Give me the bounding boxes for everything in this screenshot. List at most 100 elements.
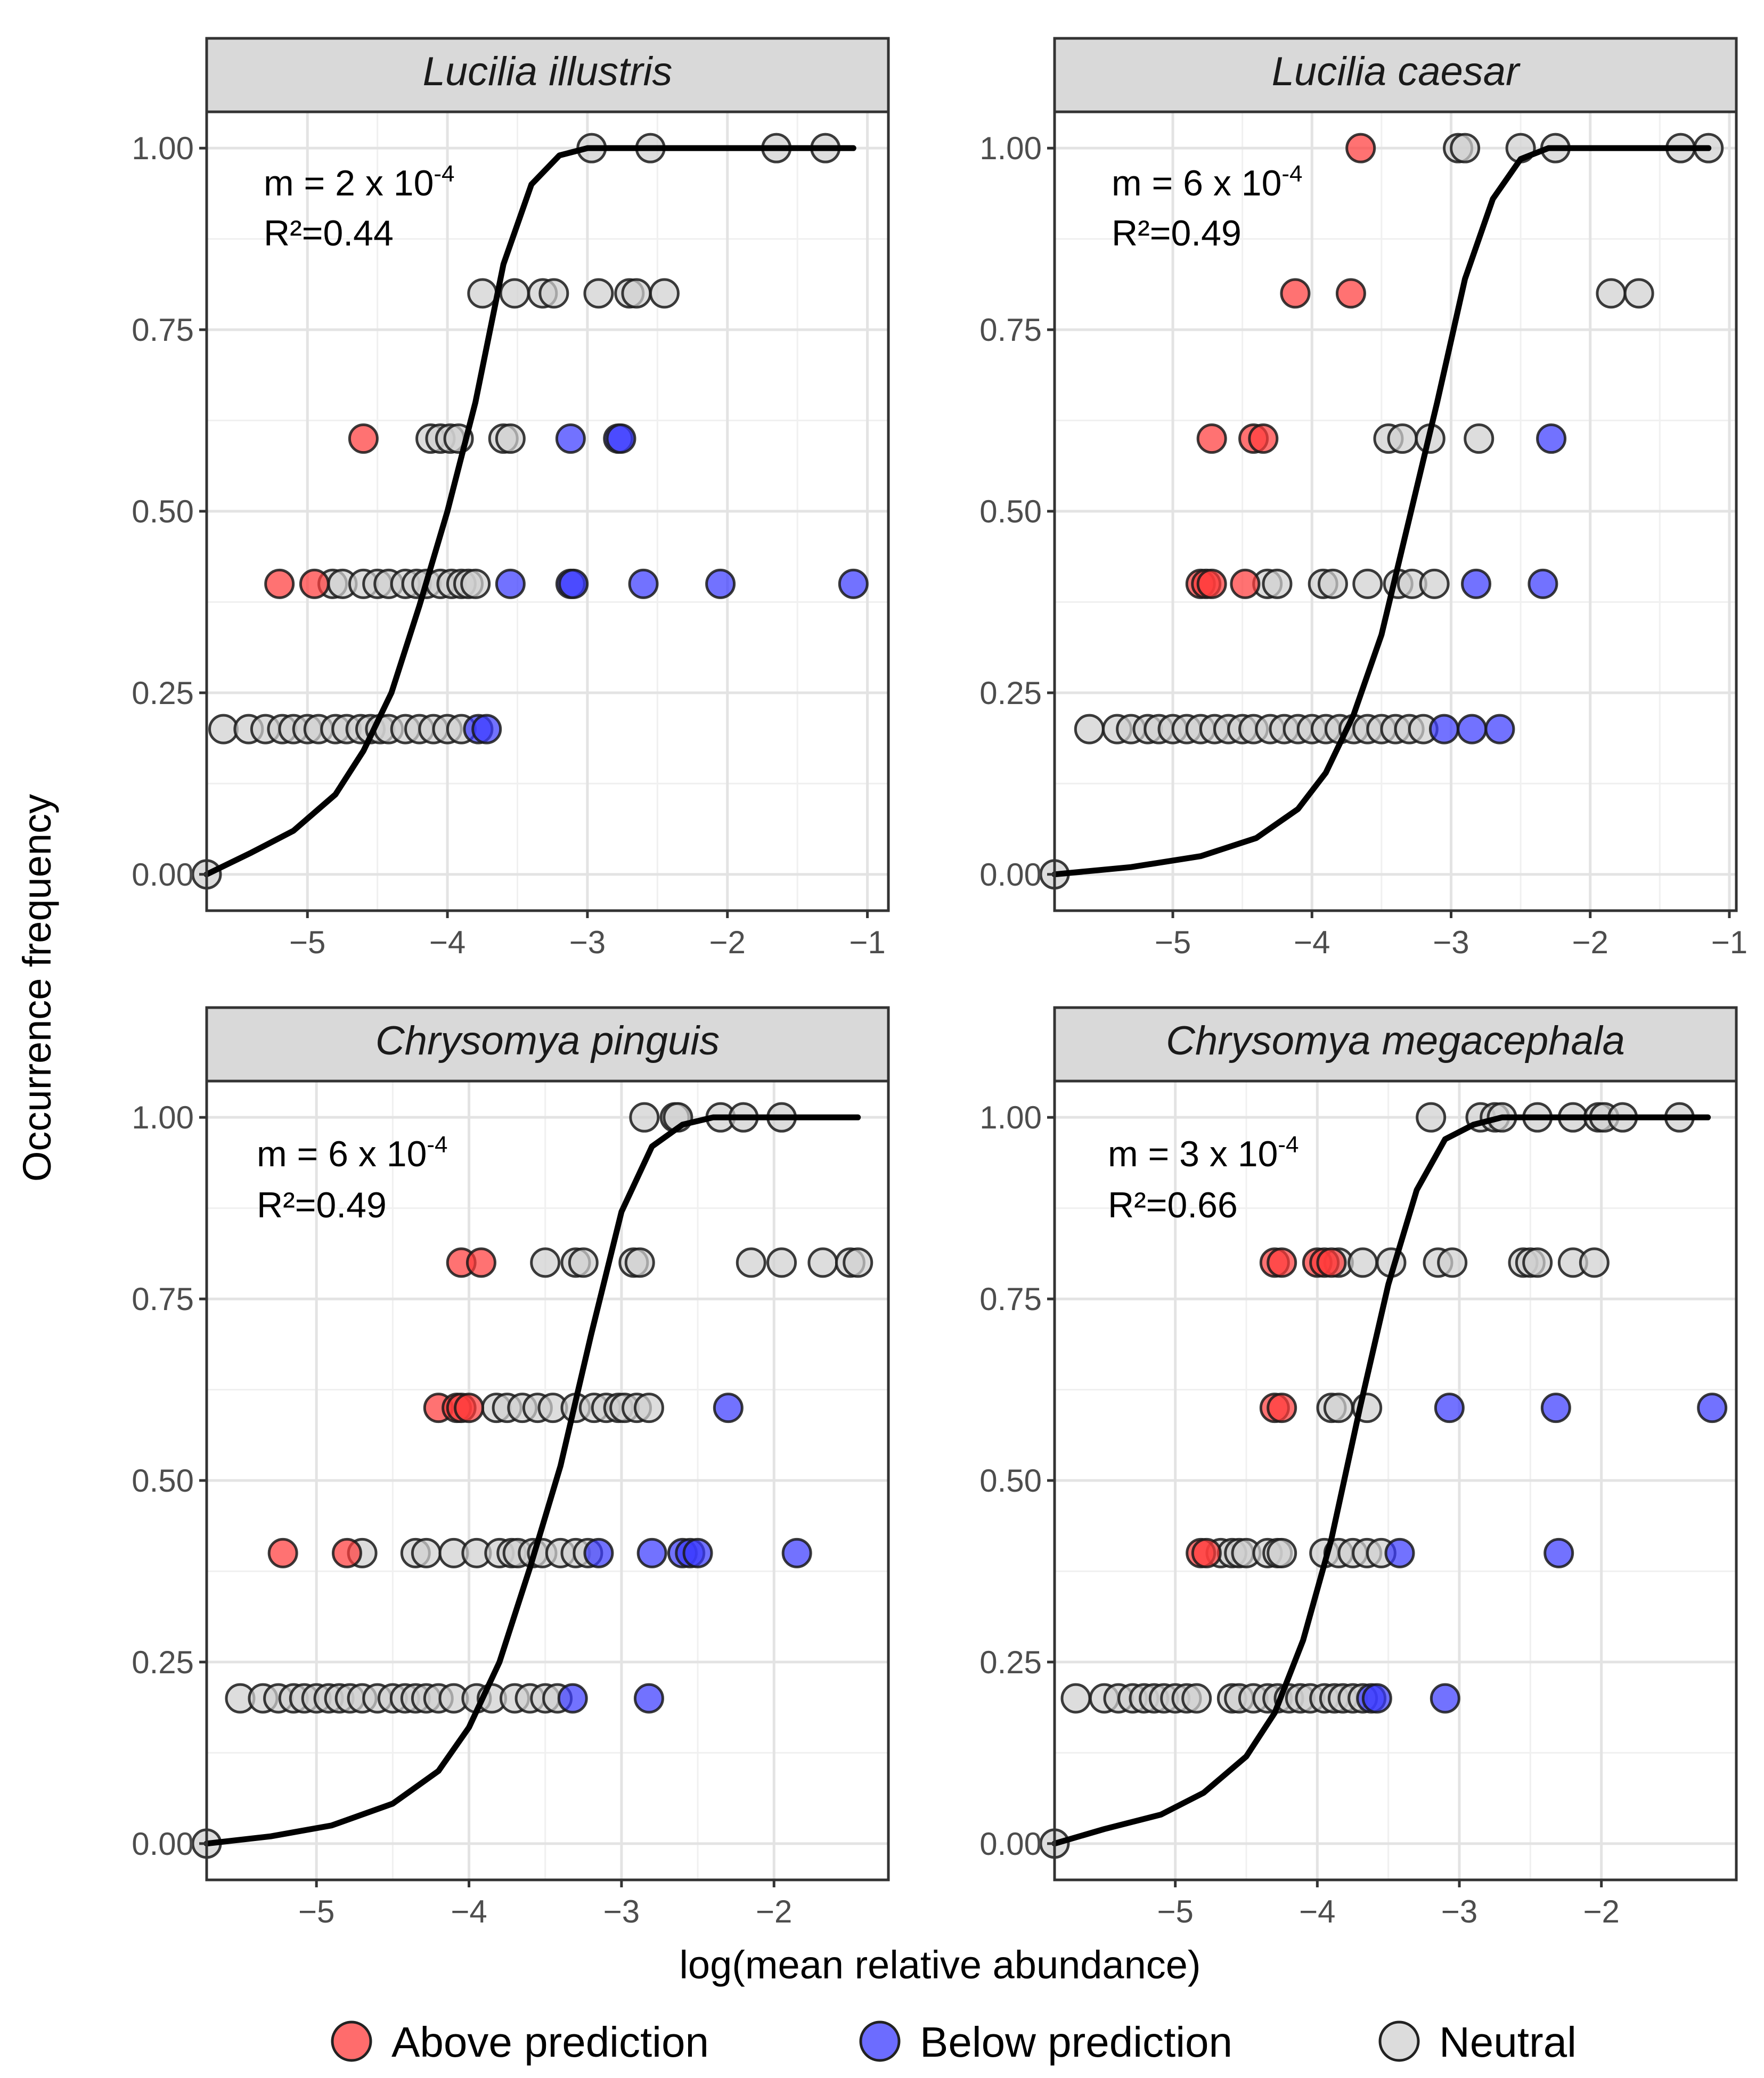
fitted-curve	[1051, 145, 1712, 878]
point-neutral	[633, 1393, 664, 1423]
point-above	[1196, 568, 1227, 599]
point-neutral	[621, 278, 652, 309]
point-neutral	[583, 278, 614, 309]
point-neutral	[1464, 423, 1494, 454]
annotation-r2: R²=0.49	[257, 1185, 387, 1225]
point-above	[1248, 423, 1279, 454]
x-tick-label: −5	[1157, 1894, 1193, 1929]
point-below	[495, 568, 526, 599]
x-tick-label: −4	[1294, 925, 1330, 960]
y-tick-label: 0.25	[132, 675, 194, 711]
point-neutral	[1596, 278, 1627, 309]
x-tick-label: −1	[849, 925, 885, 960]
point-above	[466, 1247, 496, 1278]
point-neutral	[568, 1247, 599, 1278]
point-neutral	[1267, 1537, 1297, 1568]
annotation-m: m = 6 x 10-4	[1112, 161, 1303, 203]
annotation-m-exponent: -4	[1278, 1132, 1298, 1158]
annotation-m-exponent: -4	[427, 1132, 447, 1158]
y-tick-label: 0.25	[979, 675, 1042, 711]
point-below	[557, 1683, 588, 1714]
legend-key-neutral	[1378, 2020, 1420, 2062]
point-below	[1430, 1683, 1460, 1714]
legend-key-above	[331, 2020, 372, 2062]
fitted-curve	[203, 1114, 861, 1847]
y-tick-label: 0.75	[979, 1281, 1042, 1317]
x-tick-label: −5	[298, 1894, 334, 1929]
y-tick-label: 0.25	[979, 1645, 1042, 1680]
panel-strip	[205, 37, 890, 113]
y-tick-label: 0.25	[132, 1645, 194, 1680]
x-tick-label: −5	[289, 925, 325, 960]
point-above	[1316, 1247, 1347, 1278]
legend: Above prediction Below prediction Neutra…	[331, 2018, 1577, 2066]
point-neutral	[807, 1247, 838, 1278]
point-below	[628, 568, 659, 599]
y-tick-label: 0.50	[132, 1463, 194, 1499]
point-below	[1697, 1393, 1728, 1423]
x-tick-label: −2	[756, 1894, 792, 1929]
annotation-r2: R²=0.66	[1108, 1185, 1238, 1225]
point-above	[1230, 568, 1261, 599]
x-tick-label: −2	[709, 925, 746, 960]
point-neutral	[1181, 1683, 1212, 1714]
point-above	[454, 1393, 485, 1423]
y-tick-label: 0.50	[132, 494, 194, 529]
point-neutral	[1348, 1247, 1378, 1278]
point-above	[1196, 423, 1227, 454]
x-tick-label: −5	[1155, 925, 1191, 960]
point-neutral	[467, 278, 498, 309]
point-neutral	[1387, 423, 1418, 454]
point-neutral	[538, 278, 569, 309]
point-below	[1384, 1537, 1415, 1568]
point-below	[713, 1393, 744, 1423]
y-tick-label: 1.00	[979, 130, 1042, 166]
point-above	[299, 568, 330, 599]
y-tick-label: 1.00	[132, 1100, 194, 1135]
panel-title: Lucilia caesar	[1272, 49, 1521, 94]
point-below	[838, 568, 869, 599]
panel-chrysomya-pinguis: Chrysomya pinguis 0.00 0.25 0.50 0.75 1.00 −5…	[132, 1006, 890, 1929]
point-neutral	[499, 278, 530, 309]
plot-area: 0.00 0.25 0.50 0.75 1.00 −5 −4 −3 −2	[132, 1079, 890, 1929]
point-below	[633, 1683, 664, 1714]
panel-strip	[1053, 37, 1738, 113]
point-below	[1428, 714, 1459, 745]
x-tick-label: −2	[1583, 1894, 1619, 1929]
annotation-m-exponent: -4	[434, 161, 454, 187]
point-neutral	[1416, 1102, 1447, 1133]
point-neutral	[843, 1247, 873, 1278]
legend-label-above: Above prediction	[391, 2018, 709, 2066]
y-tick-label: 0.00	[132, 1826, 194, 1862]
y-tick-label: 1.00	[132, 130, 194, 166]
point-below	[555, 423, 586, 454]
point-neutral	[1323, 1393, 1354, 1423]
point-neutral	[629, 1102, 660, 1133]
panel-chrysomya-megacephala: Chrysomya megacephala 0.00 0.25 0.50 0.75 1.…	[979, 1006, 1738, 1929]
x-tick-label: −1	[1711, 925, 1747, 960]
point-below	[705, 568, 736, 599]
panel-title: Chrysomya megacephala	[1166, 1018, 1625, 1063]
y-axis-title: Occurrence frequency	[15, 794, 59, 1182]
annotation-m: m = 6 x 10-4	[257, 1132, 448, 1174]
point-below	[781, 1537, 812, 1568]
point-neutral	[1060, 1683, 1091, 1714]
point-neutral	[530, 1247, 561, 1278]
point-neutral	[1352, 568, 1383, 599]
point-neutral	[1450, 133, 1481, 163]
point-neutral	[1317, 568, 1348, 599]
point-above	[348, 423, 379, 454]
point-neutral	[624, 1247, 655, 1278]
fitted-curve	[203, 145, 856, 878]
legend-key-below	[859, 2020, 901, 2062]
x-tick-label: −3	[603, 1894, 640, 1929]
y-tick-label: 0.75	[132, 312, 194, 348]
annotation-r2: R²=0.49	[1112, 213, 1242, 253]
panel-title: Lucilia illustris	[423, 49, 673, 94]
annotation-r2: R²=0.44	[264, 213, 394, 253]
point-below	[1544, 1537, 1574, 1568]
point-above	[1267, 1393, 1297, 1423]
point-below	[558, 568, 589, 599]
x-tick-label: −3	[1433, 925, 1469, 960]
